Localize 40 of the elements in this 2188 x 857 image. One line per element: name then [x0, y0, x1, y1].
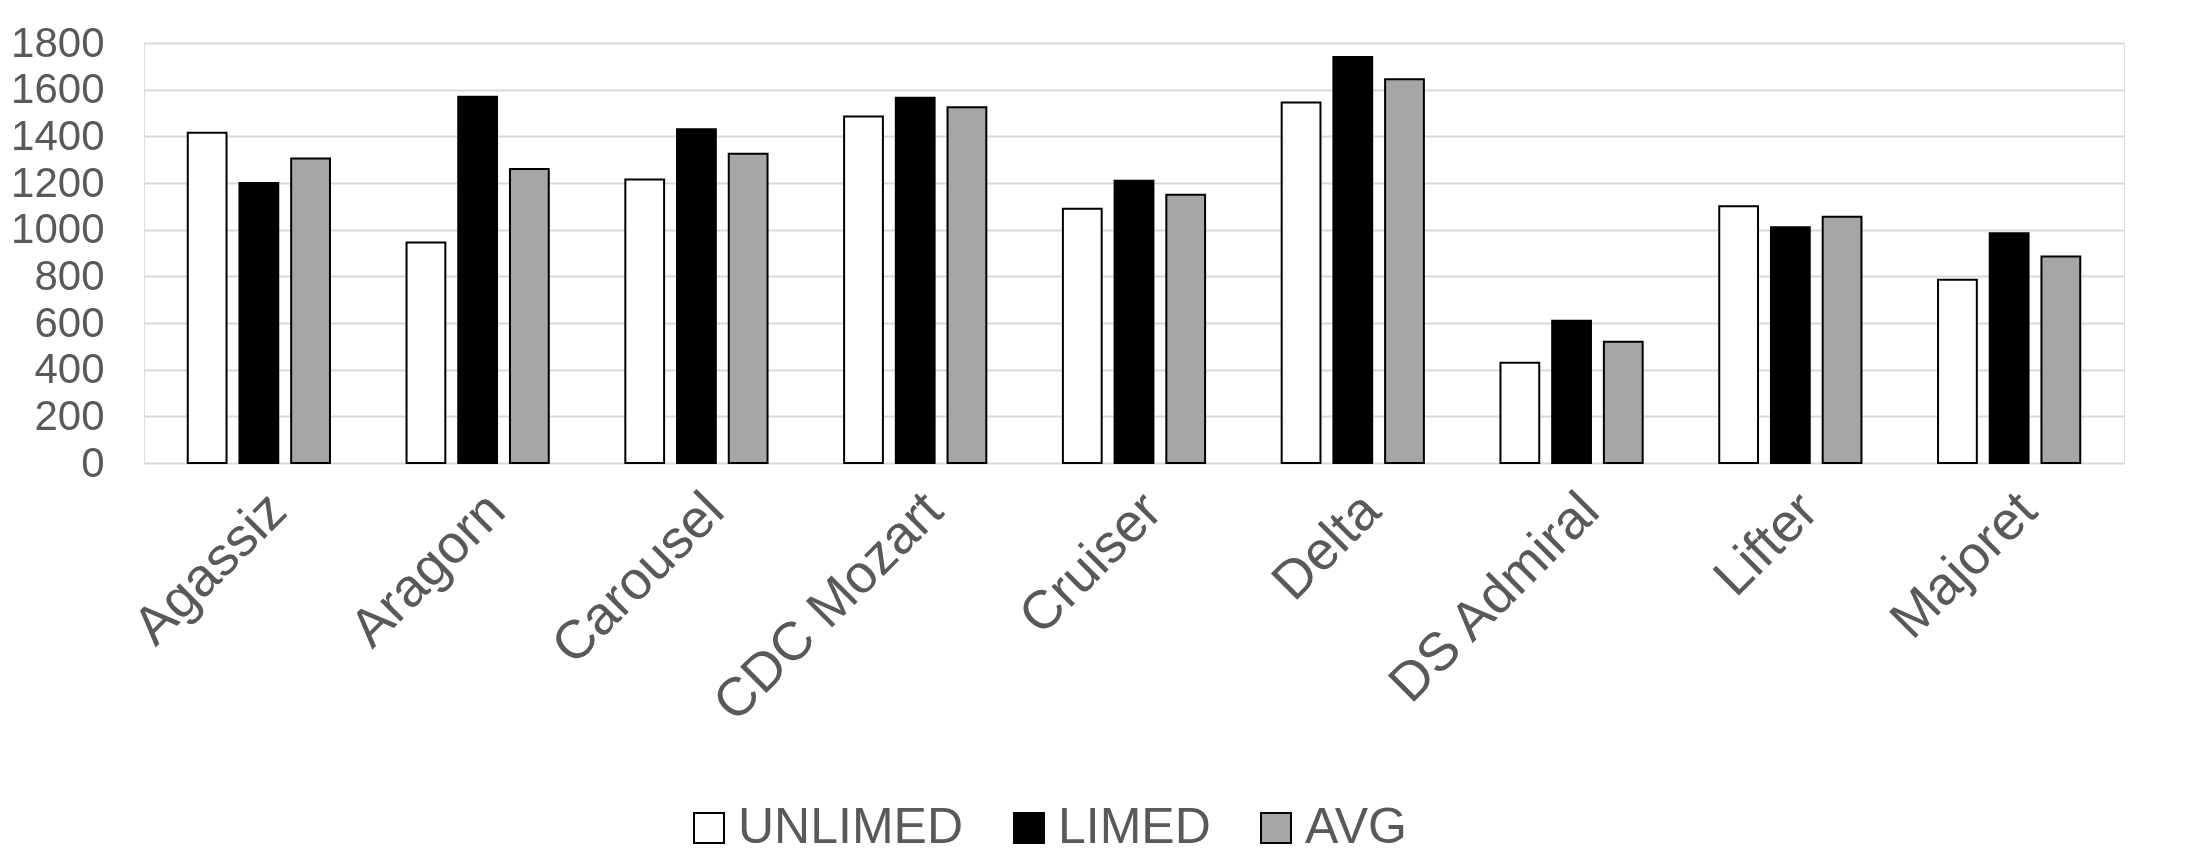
bar — [1821, 215, 1863, 464]
bar — [1769, 226, 1811, 464]
bar — [1718, 205, 1760, 464]
y-tick-label: 1800 — [11, 18, 105, 66]
bar — [843, 115, 884, 464]
bar — [457, 95, 499, 464]
bar — [1061, 207, 1103, 464]
bar — [2040, 255, 2082, 464]
y-tick-label: 800 — [34, 251, 105, 299]
y-tick-label: 0 — [81, 438, 105, 486]
y-tick-label: 1000 — [11, 205, 105, 253]
legend-label: AVG — [1305, 798, 1407, 854]
bar — [1499, 361, 1541, 464]
bar — [1165, 193, 1207, 464]
bar — [508, 168, 550, 464]
bar — [1332, 56, 1374, 464]
bar — [1988, 232, 2030, 464]
bar — [727, 152, 769, 464]
bar — [290, 157, 331, 464]
y-tick-label: 200 — [34, 391, 105, 439]
bar — [894, 96, 936, 464]
bar — [1113, 179, 1155, 464]
bar — [1384, 78, 1425, 464]
legend-label: UNLIMED — [738, 798, 964, 854]
bar — [946, 106, 988, 464]
y-tick-label: 600 — [34, 298, 105, 346]
bar — [1602, 340, 1644, 464]
y-tick-label: 1200 — [11, 158, 105, 206]
bar — [405, 241, 447, 464]
bar — [1937, 278, 1978, 464]
legend-label: LIMED — [1058, 798, 1211, 854]
bar — [1280, 101, 1322, 464]
y-tick-label: 1600 — [11, 65, 105, 113]
y-tick-label: 1400 — [11, 111, 105, 159]
y-tick-label: 400 — [34, 345, 105, 393]
bar — [1551, 319, 1592, 464]
bar — [186, 131, 228, 464]
bar — [676, 128, 717, 464]
bar — [624, 178, 666, 464]
bar — [238, 182, 280, 464]
